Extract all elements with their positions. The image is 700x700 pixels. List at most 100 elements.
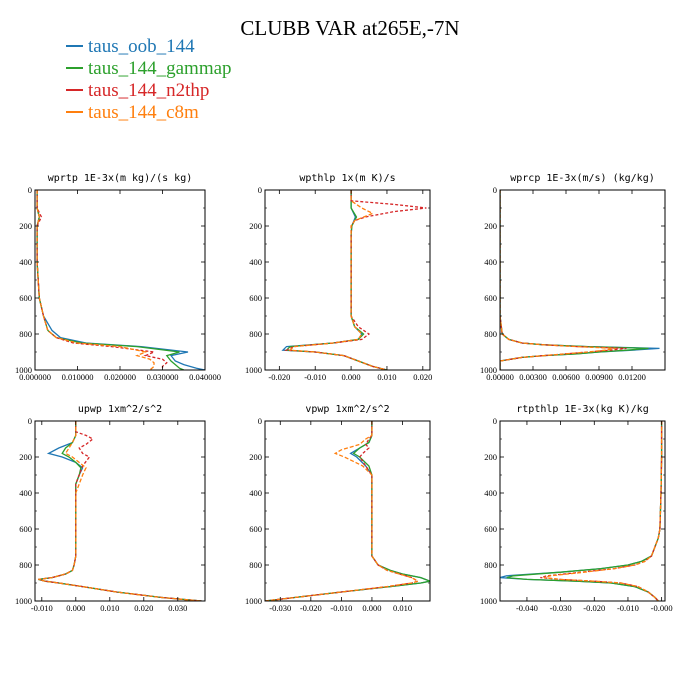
series-line (36, 190, 155, 370)
x-tick-label: -0.020 (300, 603, 322, 613)
subplot-title: rtpthlp 1E-3x(kg K)/kg (516, 404, 648, 415)
legend-label: taus_144_c8m (88, 102, 199, 123)
x-tick-label: 0.010 (377, 372, 396, 382)
series-line (38, 421, 202, 601)
x-tick-label: 0.020000 (104, 372, 136, 382)
series-line (265, 421, 420, 601)
y-tick-label: 400 (249, 488, 262, 498)
x-tick-label: -0.010 (330, 603, 352, 613)
y-tick-label: 200 (249, 452, 262, 462)
y-tick-label: 400 (19, 488, 32, 498)
x-tick-label: 0.00300 (519, 372, 547, 382)
y-tick-label: 400 (484, 257, 497, 267)
x-tick-label: 0.000000 (19, 372, 51, 382)
legend-entry: taus_144_n2thp (66, 80, 232, 102)
legend-entry: taus_144_c8m (66, 102, 232, 124)
y-tick-label: 1000 (245, 596, 262, 606)
series-line (265, 421, 420, 601)
legend-label: taus_144_gammap (88, 58, 232, 79)
y-tick-label: 0 (493, 416, 497, 426)
x-tick-label: 0.000 (66, 603, 85, 613)
y-tick-label: 600 (249, 524, 262, 534)
plot-frame (264, 189, 431, 371)
y-tick-label: 200 (484, 221, 497, 231)
y-tick-label: 200 (19, 221, 32, 231)
x-tick-label: -0.010 (617, 603, 639, 613)
x-tick-label: 0.010 (393, 603, 412, 613)
legend-swatch (66, 110, 83, 113)
series-line (36, 190, 185, 370)
x-tick-label: 0.020 (413, 372, 432, 382)
x-tick-label: -0.020 (583, 603, 605, 613)
series-line (38, 421, 202, 601)
y-tick-label: 600 (484, 293, 497, 303)
x-tick-label: 0.000 (362, 603, 381, 613)
legend-label: taus_oob_144 (88, 36, 195, 57)
legend-swatch (66, 88, 83, 91)
y-tick-label: 400 (19, 257, 32, 267)
y-tick-label: 0 (28, 185, 32, 195)
x-tick-label: -0.030 (269, 603, 291, 613)
y-tick-label: 0 (493, 185, 497, 195)
subplot-title: vpwp 1xm^2/s^2 (305, 404, 389, 415)
x-tick-label: 0.00000 (486, 372, 514, 382)
series-line (38, 421, 202, 601)
x-tick-label: -0.000 (651, 603, 673, 613)
y-tick-label: 1000 (15, 365, 32, 375)
figure-title: CLUBB VAR at265E,-7N (240, 16, 460, 40)
y-tick-label: 800 (249, 560, 262, 570)
x-tick-label: 0.010 (100, 603, 119, 613)
legend-entry: taus_oob_144 (66, 36, 232, 58)
series-line (38, 421, 202, 601)
series-line (36, 190, 205, 370)
y-tick-label: 800 (484, 329, 497, 339)
x-tick-label: -0.010 (304, 372, 326, 382)
x-tick-label: 0.01200 (618, 372, 646, 382)
y-tick-label: 600 (484, 524, 497, 534)
x-tick-label: -0.040 (516, 603, 538, 613)
y-tick-label: 600 (249, 293, 262, 303)
x-tick-label: 0.00600 (552, 372, 580, 382)
y-tick-label: 600 (19, 293, 32, 303)
y-tick-label: 200 (484, 452, 497, 462)
x-tick-label: 0.010000 (62, 372, 94, 382)
y-tick-label: 200 (19, 452, 32, 462)
x-tick-label: 0.00900 (585, 372, 613, 382)
y-tick-label: 800 (19, 560, 32, 570)
legend-entry: taus_144_gammap (66, 58, 232, 80)
x-tick-label: 0.030000 (147, 372, 179, 382)
y-tick-label: 0 (28, 416, 32, 426)
y-tick-label: 400 (249, 257, 262, 267)
series-line (500, 190, 627, 370)
x-tick-label: -0.020 (268, 372, 290, 382)
series-line (543, 421, 663, 601)
legend: taus_oob_144 taus_144_gammap taus_144_n2… (66, 36, 232, 124)
y-tick-label: 800 (484, 560, 497, 570)
y-tick-label: 0 (258, 185, 262, 195)
x-tick-label: 0.040000 (189, 372, 221, 382)
x-tick-label: -0.030 (550, 603, 572, 613)
y-tick-label: 200 (249, 221, 262, 231)
y-tick-label: 800 (19, 329, 32, 339)
subplot-title: upwp 1xm^2/s^2 (78, 404, 162, 415)
x-tick-label: 0.020 (134, 603, 153, 613)
legend-swatch (66, 66, 83, 69)
y-tick-label: 800 (249, 329, 262, 339)
y-tick-label: 600 (19, 524, 32, 534)
series-line (288, 190, 388, 370)
subplot-title: wprtp 1E-3x(m kg)/(s kg) (48, 173, 193, 184)
legend-label: taus_144_n2thp (88, 80, 210, 101)
y-tick-label: 1000 (15, 596, 32, 606)
plot-frame (34, 189, 206, 371)
x-tick-label: -0.010 (31, 603, 53, 613)
series-line (540, 421, 663, 601)
subplot-title: wprcp 1E-3x(m/s) (kg/kg) (510, 173, 655, 184)
series-line (500, 190, 616, 370)
x-tick-label: 0.000 (342, 372, 361, 382)
y-tick-label: 0 (258, 416, 262, 426)
series-line (36, 190, 168, 370)
legend-swatch (66, 44, 83, 47)
y-tick-label: 1000 (480, 365, 497, 375)
x-tick-label: 0.030 (168, 603, 187, 613)
